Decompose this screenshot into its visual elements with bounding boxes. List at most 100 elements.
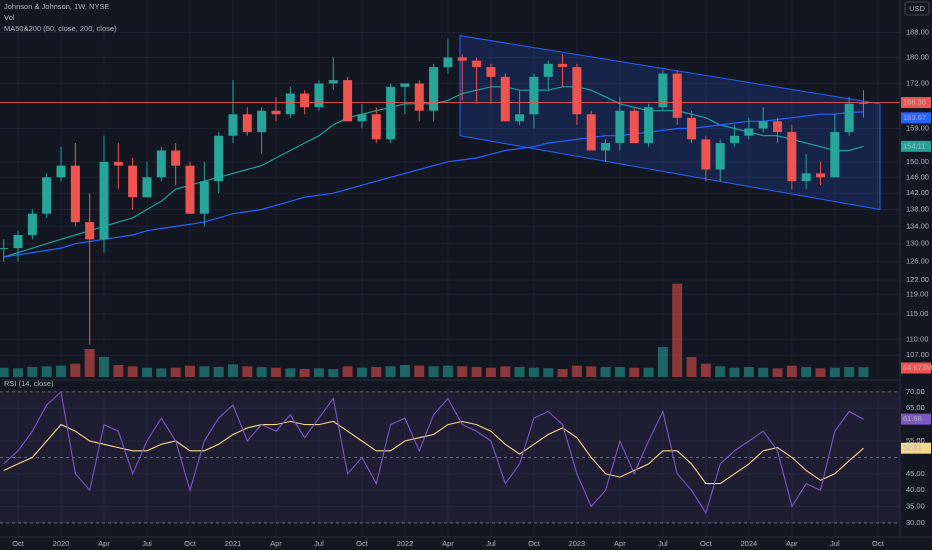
candle-body	[443, 57, 453, 68]
rsi-legend: RSI (14, close)	[4, 379, 54, 388]
volume-bar	[227, 364, 238, 377]
volume-legend: Vol	[4, 13, 15, 22]
x-tick-label: Jul	[142, 539, 152, 548]
volume-bar	[170, 367, 181, 377]
candle-body	[185, 165, 195, 214]
candle-body	[300, 93, 310, 108]
candle-body	[543, 63, 553, 77]
volume-bar	[786, 365, 797, 377]
candle-body	[629, 110, 639, 144]
ma-tag: 163.67	[903, 113, 926, 122]
y-tick-label: 40.00	[906, 485, 925, 494]
currency-box[interactable]	[904, 1, 930, 16]
candle-body	[457, 57, 467, 61]
candle-body	[414, 83, 424, 111]
volume-bar	[41, 366, 52, 377]
candle-body	[515, 114, 525, 122]
x-tick-label: Oct	[872, 539, 885, 548]
y-tick-label: 146.00	[906, 172, 929, 181]
volume-bar	[199, 366, 210, 377]
candle-body	[228, 114, 238, 136]
chart-title: Johnson & Johnson, 1W, NYSE	[4, 2, 109, 11]
candle-body	[773, 121, 783, 133]
volume-bar	[700, 363, 711, 377]
y-tick-label: 180.00	[906, 52, 929, 61]
volume-bar	[643, 367, 654, 377]
candle-body	[486, 67, 496, 77]
volume-bar	[184, 365, 195, 377]
x-tick-label: Oct	[184, 539, 197, 548]
candle-body	[285, 93, 295, 115]
volume-bar	[270, 367, 281, 377]
candle-body	[42, 177, 52, 214]
volume-bar	[686, 357, 697, 377]
volume-bar	[156, 368, 167, 377]
candle-body	[529, 76, 539, 115]
volume-bar	[342, 366, 353, 377]
y-tick-label: 188.00	[906, 28, 929, 37]
volume-bar	[99, 357, 110, 377]
rsi-tag-bg	[901, 413, 931, 425]
y-tick-label: 65.00	[906, 403, 925, 412]
volume-bar	[629, 367, 640, 377]
volume-bar	[557, 369, 568, 377]
candle-body	[0, 248, 9, 250]
candle-body	[615, 110, 625, 144]
last-price-tag-bg	[901, 97, 931, 109]
candle-body	[558, 63, 568, 68]
candle-body	[816, 173, 826, 178]
x-tick-label: Jul	[314, 539, 324, 548]
volume-bar	[600, 367, 611, 377]
candle-body	[113, 161, 123, 166]
candle-body	[171, 150, 181, 166]
volume-bar	[356, 367, 367, 377]
volume-tag-bg	[901, 362, 931, 374]
y-tick-label: 107.00	[906, 350, 929, 359]
y-tick-label: 119.00	[906, 289, 928, 298]
rsi-line	[3, 390, 864, 515]
y-tick-label: 30.00	[906, 518, 925, 527]
candle-body	[429, 67, 439, 111]
candle-body	[601, 143, 611, 151]
y-tick-label: 150.00	[906, 157, 929, 166]
candle-body	[586, 114, 596, 151]
candle-body	[572, 67, 582, 115]
y-tick-label: 70.00	[906, 387, 925, 396]
x-tick-label: Jul	[486, 539, 496, 548]
candle-body	[386, 86, 396, 140]
x-tick-label: 2022	[397, 539, 414, 548]
volume-bar	[543, 368, 554, 377]
candle-body	[56, 165, 66, 178]
volume-bar	[142, 367, 152, 377]
volume-bar	[844, 367, 855, 377]
volume-bar	[371, 367, 382, 377]
currency[interactable]: USD	[909, 4, 925, 13]
volume-bar	[127, 366, 138, 377]
x-tick-label: 2020	[53, 539, 70, 548]
candle-body	[27, 213, 37, 235]
candle-body	[99, 161, 109, 240]
y-tick-label: 142.00	[906, 188, 929, 197]
volume-bar	[500, 366, 511, 377]
volume-bar	[571, 365, 582, 377]
volume-bar	[428, 366, 439, 377]
candle-body	[687, 117, 697, 140]
candle-body	[500, 76, 510, 122]
volume-bar	[70, 363, 81, 377]
moving-average	[3, 111, 864, 258]
y-tick-label: 126.00	[906, 257, 929, 266]
candle-body	[758, 121, 768, 129]
volume-bar	[815, 368, 826, 377]
x-tick-label: Oct	[356, 539, 369, 548]
ma-tag-bg	[901, 140, 931, 152]
candle-body	[242, 114, 252, 133]
volume-bar	[328, 369, 339, 377]
plot	[0, 35, 900, 524]
volume-bar	[299, 369, 310, 377]
candle-body	[357, 114, 367, 122]
volume-bar	[586, 366, 597, 377]
rsi-tag: 61.68	[903, 414, 922, 423]
candle-body	[844, 103, 854, 133]
